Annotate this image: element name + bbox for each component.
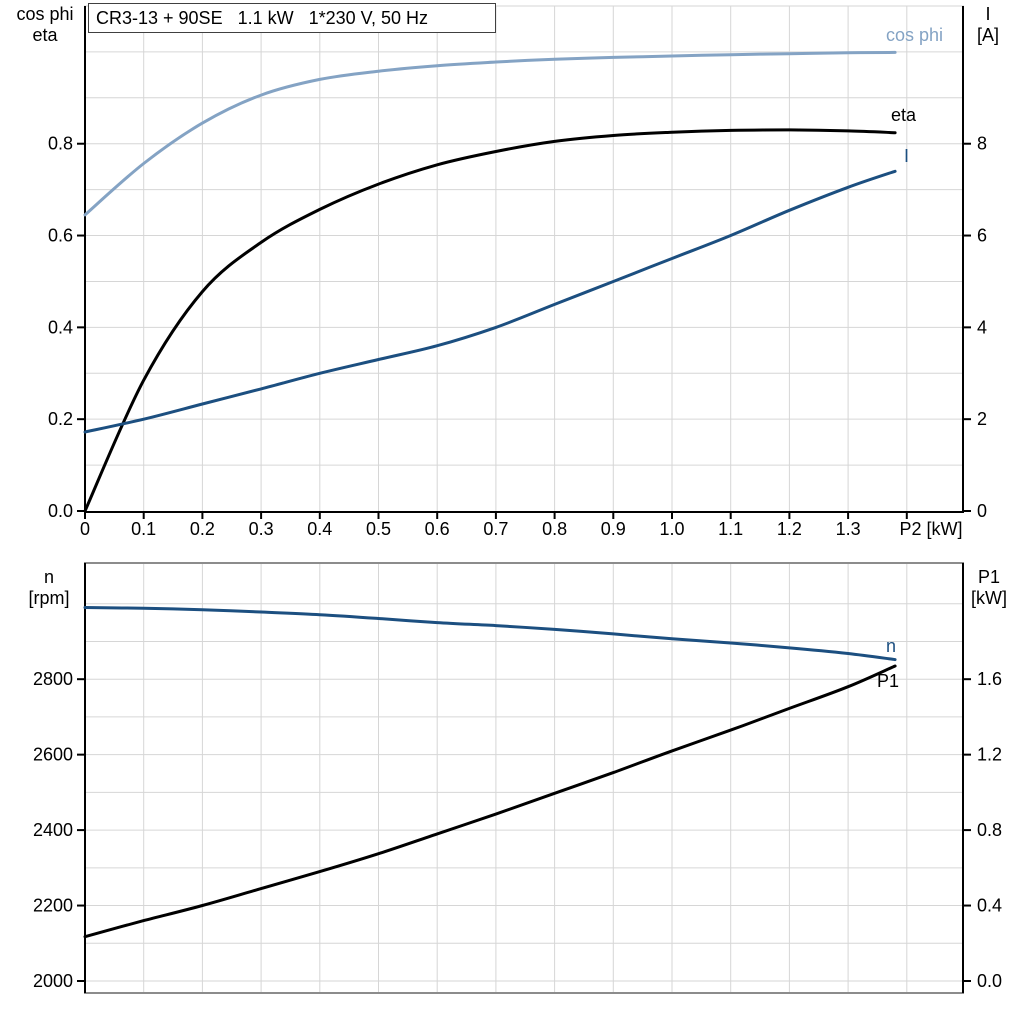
curve-i — [83, 169, 897, 434]
axis-title-line: cos phi — [16, 4, 74, 24]
x-axis-tick-label: 0.3 — [249, 519, 274, 539]
left-axis-tick-label: 2800 — [33, 669, 73, 689]
axis-title-line: n — [43, 567, 54, 587]
left-axis-tick-label: 0.8 — [48, 134, 73, 154]
curve-eta — [83, 128, 897, 513]
curve-n — [83, 606, 897, 662]
x-axis-tick-label: 1.1 — [718, 519, 743, 539]
axis-title-cosphi-eta: cos phi eta — [4, 4, 86, 46]
x-axis-tick-label: 0.8 — [542, 519, 567, 539]
x-axis-tick-label: 0.4 — [307, 519, 332, 539]
x-axis-tick-label: 0.6 — [425, 519, 450, 539]
x-axis-tick-label: 0.1 — [131, 519, 156, 539]
curve-label-p1: P1 — [877, 671, 899, 691]
x-axis-tick-label: 1.0 — [659, 519, 684, 539]
right-axis-tick-label: 0.8 — [977, 820, 1002, 840]
left-axis-tick-label: 0.0 — [48, 501, 73, 521]
curve-label-i: I — [904, 146, 909, 166]
left-axis-tick-label: 0.2 — [48, 409, 73, 429]
axis-title-line: eta — [32, 25, 58, 45]
left-axis-tick-label: 2200 — [33, 896, 73, 916]
x-axis-tick-label: 0 — [80, 519, 90, 539]
x-axis-tick-label: 0.5 — [366, 519, 391, 539]
right-axis-tick-label: 2 — [977, 409, 987, 429]
axis-title-line: [A] — [976, 25, 999, 45]
axis-title-line: [kW] — [971, 588, 1007, 608]
x-axis-tick-label: 1.3 — [836, 519, 861, 539]
right-axis-tick-label: 6 — [977, 226, 987, 246]
right-axis-tick-label: 1.6 — [977, 669, 1002, 689]
right-axis-tick-label: 8 — [977, 134, 987, 154]
right-axis-tick-label: 0.4 — [977, 896, 1002, 916]
right-axis-tick-label: 0.0 — [977, 971, 1002, 991]
x-axis-tick-label: 0.7 — [483, 519, 508, 539]
left-axis-tick-label: 2600 — [33, 745, 73, 765]
curve-p1 — [83, 664, 897, 939]
curve-label-cos-phi: cos phi — [886, 25, 943, 45]
right-axis-tick-label: 0 — [977, 501, 987, 521]
x-axis-tick-label: 0.9 — [601, 519, 626, 539]
curve-label-eta: eta — [891, 105, 917, 125]
curve-cos-phi — [83, 50, 897, 217]
axis-title-line: P1 — [977, 567, 1001, 587]
left-axis-tick-label: 2400 — [33, 820, 73, 840]
chart-title-box: CR3-13 + 90SE 1.1 kW 1*230 V, 50 Hz — [88, 3, 496, 33]
left-axis-tick-label: 2000 — [33, 971, 73, 991]
axis-title-line: I — [985, 4, 991, 24]
left-axis-tick-label: 0.4 — [48, 317, 73, 337]
axis-title-speed: n [rpm] — [9, 567, 89, 609]
axis-title-current: I [A] — [955, 4, 1021, 46]
left-axis-tick-label: 0.6 — [48, 226, 73, 246]
axis-title-line: [rpm] — [28, 588, 70, 608]
axis-title-p1: P1 [kW] — [956, 567, 1022, 609]
x-axis-tick-label: 1.2 — [777, 519, 802, 539]
curve-label-n: n — [886, 636, 896, 656]
x-axis-tick-label: 0.2 — [190, 519, 215, 539]
right-axis-tick-label: 4 — [977, 317, 987, 337]
x-axis-unit-label: P2 [kW] — [899, 519, 962, 539]
right-axis-tick-label: 1.2 — [977, 745, 1002, 765]
